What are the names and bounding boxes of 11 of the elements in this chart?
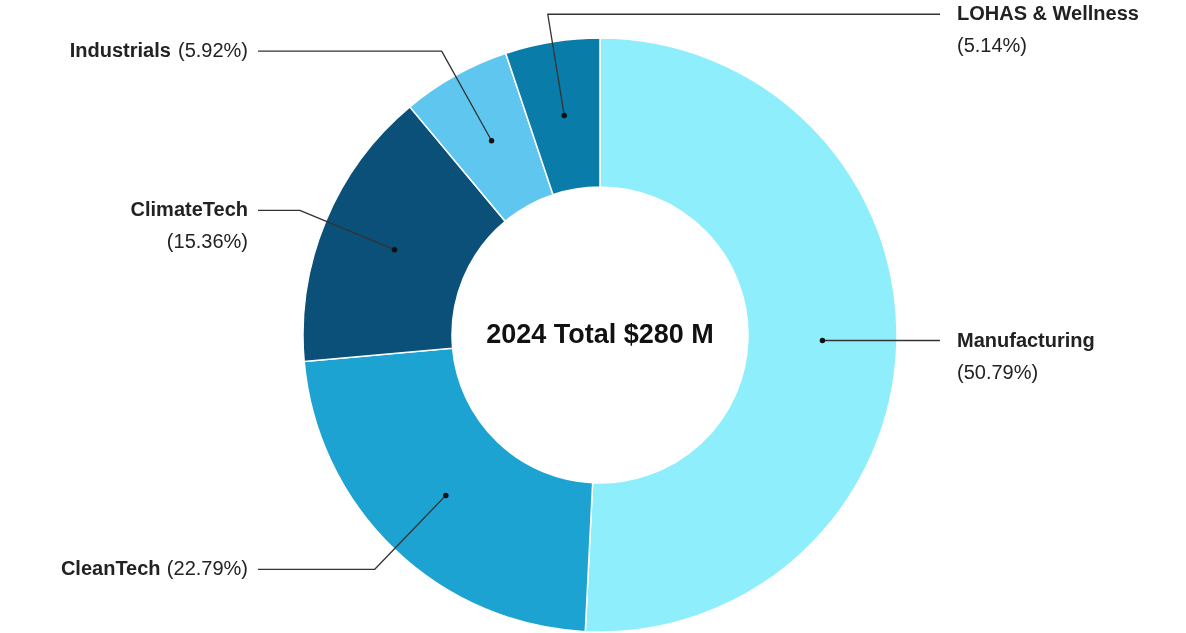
data-label: (50.79%) [957, 360, 1039, 383]
text: 2024 Total $280 M [486, 319, 714, 349]
data-label: (5.92%) [177, 39, 248, 62]
data-label: (5.14%) [957, 34, 1028, 57]
slice-label: ClimateTech [130, 198, 248, 221]
slice-label: Manufacturing [957, 328, 1095, 351]
slice-label: Industrials [69, 39, 171, 62]
slice-label: LOHAS & Wellness [957, 2, 1139, 25]
data-label: (15.36%) [166, 230, 248, 253]
slice-label: CleanTech [60, 557, 161, 580]
data-label: (22.79%) [166, 557, 248, 580]
